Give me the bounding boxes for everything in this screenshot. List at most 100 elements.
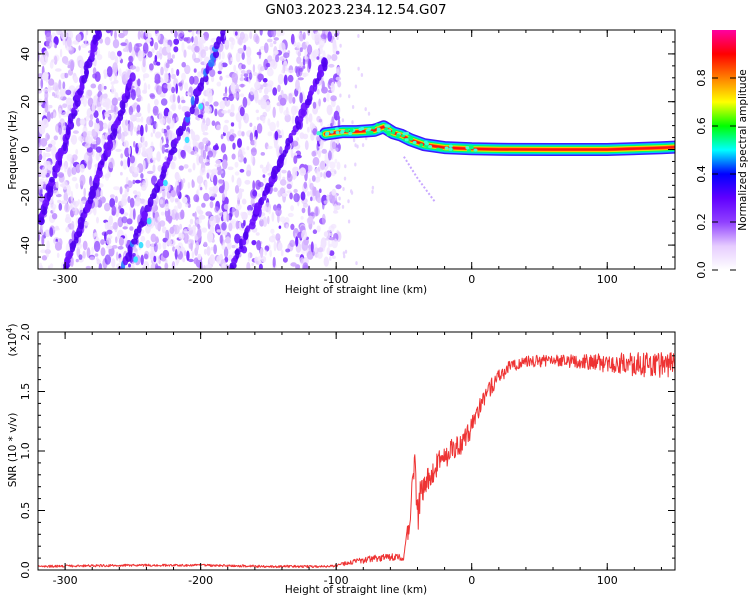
noise-speckle bbox=[256, 123, 263, 134]
noise-speckle bbox=[115, 148, 122, 152]
noise-speckle bbox=[319, 160, 326, 170]
noise-speckle bbox=[203, 265, 206, 269]
noise-speckle bbox=[130, 89, 136, 101]
noise-speckle bbox=[342, 187, 345, 191]
noise-speckle bbox=[187, 226, 193, 231]
noise-speckle bbox=[299, 92, 303, 104]
noise-speckle bbox=[64, 203, 70, 213]
noise-speckle bbox=[49, 60, 54, 69]
noise-speckle bbox=[149, 93, 155, 98]
noise-speckle bbox=[75, 164, 81, 174]
noise-speckle bbox=[228, 37, 235, 42]
noise-speckle bbox=[149, 250, 156, 257]
noise-speckle bbox=[341, 118, 345, 123]
noise-speckle bbox=[330, 81, 335, 93]
noise-speckle bbox=[47, 265, 51, 269]
noise-speckle bbox=[99, 38, 103, 44]
signal-mottle bbox=[349, 128, 354, 132]
noise-speckle bbox=[135, 66, 140, 72]
noise-speckle bbox=[231, 153, 236, 160]
noise-speckle bbox=[156, 61, 161, 66]
noise-speckle bbox=[260, 152, 265, 156]
noise-speckle bbox=[97, 106, 103, 111]
noise-speckle bbox=[304, 140, 309, 151]
noise-speckle bbox=[252, 72, 258, 76]
signal-mottle bbox=[376, 127, 381, 131]
noise-speckle bbox=[258, 263, 263, 269]
noise-speckle bbox=[150, 262, 157, 269]
noise-speckle bbox=[119, 186, 123, 195]
noise-speckle bbox=[86, 247, 91, 259]
noise-speckle bbox=[170, 30, 174, 34]
noise-speckle bbox=[328, 225, 335, 233]
noise-speckle bbox=[142, 180, 146, 186]
noise-speckle bbox=[57, 199, 62, 204]
noise-speckle bbox=[135, 179, 141, 184]
snr-background bbox=[38, 332, 675, 570]
noise-speckle bbox=[123, 233, 128, 245]
noise-speckle bbox=[103, 122, 108, 129]
noise-speckle bbox=[234, 208, 240, 218]
noise-speckle bbox=[207, 231, 214, 243]
noise-speckle bbox=[205, 211, 212, 217]
noise-speckle bbox=[45, 146, 52, 152]
noise-speckle bbox=[62, 103, 68, 108]
noise-speckle bbox=[129, 226, 134, 231]
noise-speckle bbox=[354, 84, 358, 89]
noise-speckle bbox=[278, 225, 282, 229]
noise-speckle bbox=[273, 37, 279, 41]
noise-speckle bbox=[65, 226, 70, 233]
noise-speckle bbox=[221, 193, 225, 201]
noise-speckle bbox=[276, 144, 280, 151]
noise-speckle bbox=[240, 211, 245, 217]
snr-x-ticks: -300 -200 -100 0 100 bbox=[37, 332, 662, 587]
noise-speckle bbox=[155, 132, 161, 139]
noise-speckle bbox=[307, 205, 311, 217]
noise-speckle bbox=[243, 157, 247, 164]
streak-highlight bbox=[146, 218, 152, 225]
noise-speckle bbox=[271, 211, 275, 222]
noise-speckle bbox=[217, 70, 222, 75]
noise-speckle bbox=[178, 165, 184, 171]
noise-speckle bbox=[117, 50, 122, 57]
snr-y-multiplier-close: ) bbox=[7, 324, 19, 328]
noise-speckle bbox=[240, 83, 244, 88]
noise-speckle bbox=[216, 124, 221, 131]
noise-speckle bbox=[296, 56, 302, 64]
noise-speckle bbox=[252, 190, 258, 197]
noise-speckle bbox=[159, 92, 166, 98]
noise-speckle bbox=[222, 162, 228, 167]
noise-speckle bbox=[145, 240, 151, 249]
noise-speckle bbox=[104, 114, 110, 118]
noise-speckle bbox=[154, 42, 159, 51]
noise-speckle bbox=[265, 163, 273, 172]
noise-speckle bbox=[117, 245, 124, 250]
noise-speckle bbox=[63, 191, 69, 203]
noise-speckle bbox=[121, 216, 128, 224]
noise-speckle bbox=[318, 44, 324, 49]
noise-speckle bbox=[114, 30, 117, 40]
noise-speckle bbox=[165, 62, 170, 69]
noise-speckle bbox=[286, 183, 292, 190]
noise-speckle bbox=[135, 86, 141, 98]
noise-speckle bbox=[258, 99, 262, 106]
noise-speckle bbox=[171, 54, 175, 59]
colorbar-label: Normalized spectral amplitude bbox=[737, 69, 749, 230]
noise-speckle bbox=[286, 190, 292, 194]
noise-speckle bbox=[301, 207, 306, 214]
noise-speckle bbox=[122, 226, 128, 230]
noise-speckle bbox=[287, 212, 294, 218]
streak-blob bbox=[147, 196, 154, 208]
noise-speckle bbox=[299, 132, 305, 140]
signal-mottle bbox=[448, 144, 453, 148]
noise-speckle bbox=[228, 93, 235, 102]
noise-speckle bbox=[181, 99, 186, 104]
noise-speckle bbox=[342, 251, 346, 256]
noise-speckle bbox=[84, 33, 87, 45]
noise-speckle bbox=[143, 253, 149, 260]
noise-speckle bbox=[150, 233, 157, 243]
spectrogram-x-tick-label: -100 bbox=[324, 273, 349, 286]
noise-speckle bbox=[209, 254, 216, 266]
noise-speckle bbox=[171, 261, 176, 269]
noise-speckle bbox=[144, 140, 148, 148]
